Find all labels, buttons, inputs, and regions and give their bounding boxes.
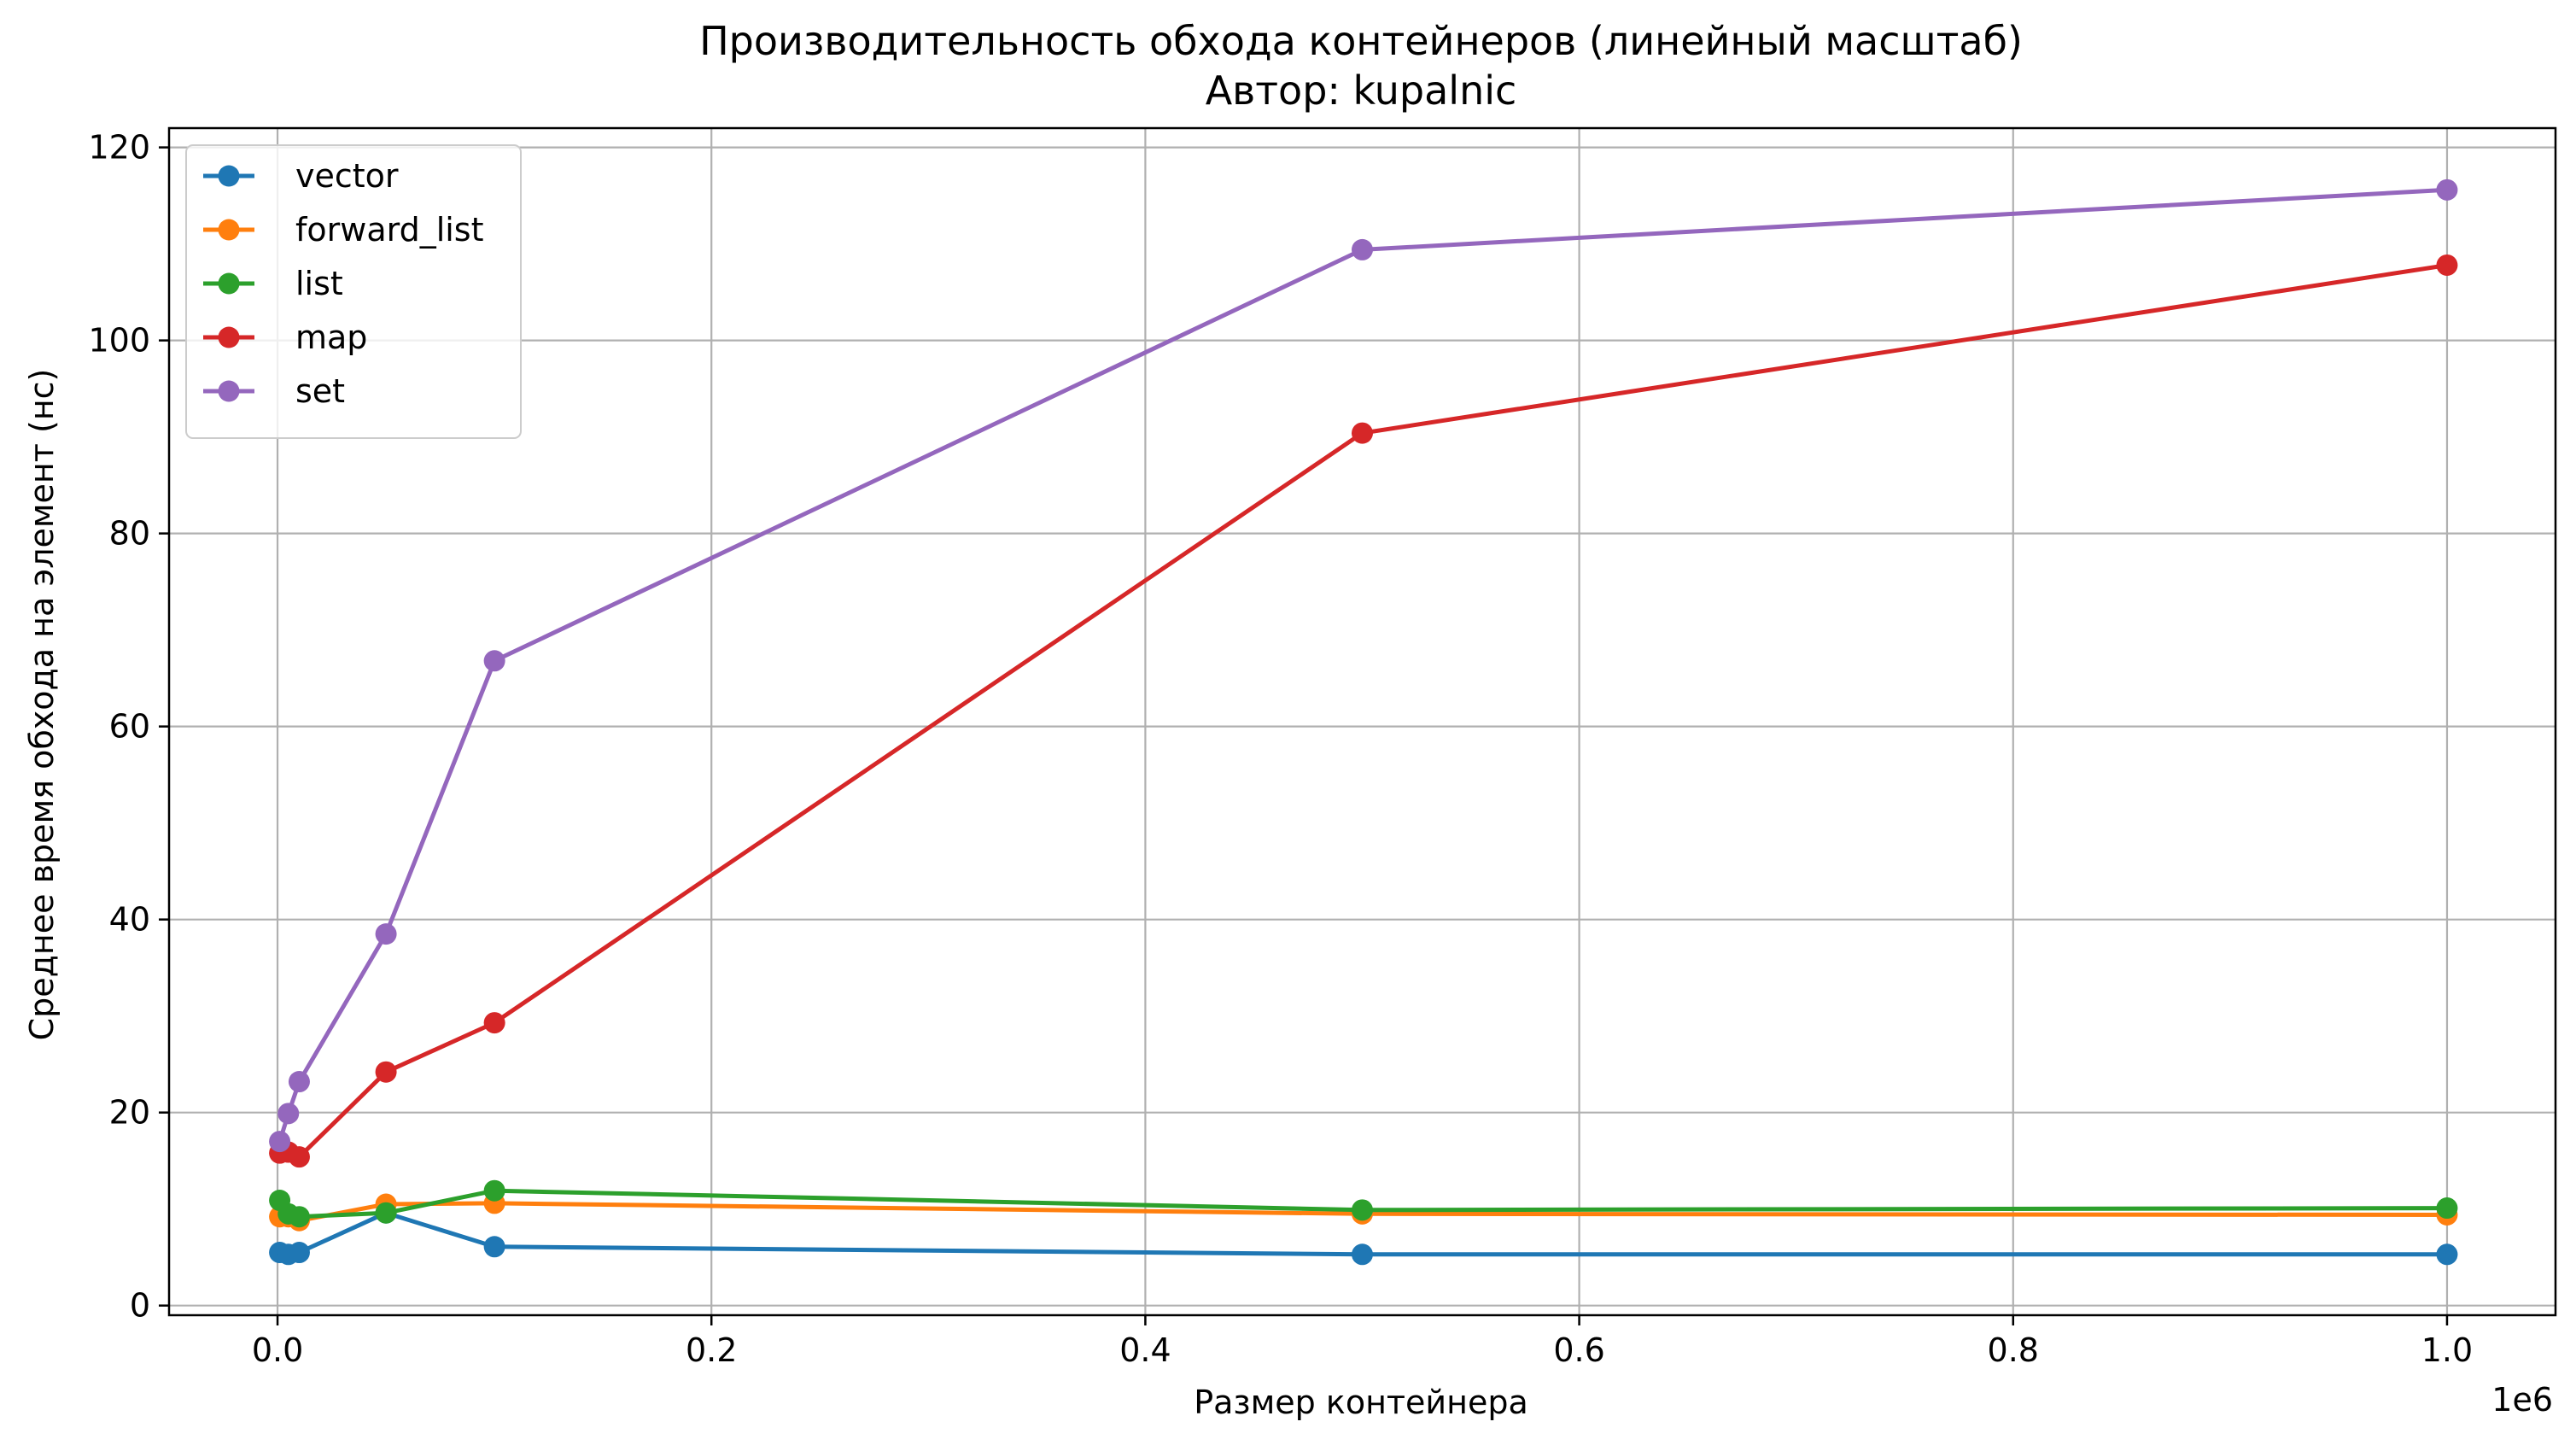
legend-item-vector: vector [203, 157, 399, 195]
data-point-list [375, 1202, 397, 1224]
legend-label: forward_list [295, 211, 484, 249]
legend-item-set: set [203, 372, 345, 410]
axes-frame [167, 126, 2557, 1317]
legend-marker [218, 165, 240, 187]
legend-label: map [295, 319, 367, 356]
data-point-set [2436, 178, 2458, 201]
data-point-list [483, 1179, 505, 1202]
grid [169, 128, 2556, 1315]
x-tick-label: 0.4 [1119, 1331, 1171, 1369]
legend-label: set [295, 372, 345, 410]
data-point-list [288, 1206, 310, 1228]
x-tick-label: 0.6 [1553, 1331, 1604, 1369]
data-point-map [375, 1061, 397, 1083]
data-point-set [483, 650, 505, 672]
data-point-set [1352, 238, 1373, 260]
series-list [269, 1179, 2458, 1228]
data-point-map [2436, 254, 2458, 276]
ticks: 0.0 0.2 0.4 0.6 0.8 1.0 0 20 40 60 80 100 120 [88, 129, 2473, 1369]
data-point-set [277, 1103, 300, 1125]
y-tick-label: 40 [109, 901, 150, 939]
data-point-vector [1352, 1243, 1373, 1266]
chart-subtitle: Автор: kupalnic [1206, 67, 1517, 114]
y-tick-label: 100 [88, 322, 150, 360]
plot-background [169, 128, 2556, 1315]
y-tick-label: 80 [109, 515, 150, 553]
legend-item-list: list [203, 265, 343, 302]
y-tick-label: 0 [130, 1287, 150, 1325]
series-set [269, 178, 2458, 1153]
legend-label: vector [295, 157, 399, 195]
data-point-set [288, 1071, 310, 1093]
data-point-list [2436, 1197, 2458, 1220]
legend-marker [218, 272, 240, 295]
x-tick-label: 0.8 [1988, 1331, 2039, 1369]
y-tick-label: 60 [109, 708, 150, 746]
plot-area: 0.0 0.2 0.4 0.6 0.8 1.0 0 20 40 60 80 100 120 [88, 126, 2557, 1369]
y-tick-label: 120 [88, 129, 150, 167]
x-tick-label: 1.0 [2421, 1331, 2473, 1369]
y-axis-label: Среднее время обхода на элемент (нс) [23, 369, 61, 1041]
legend-item-map: map [203, 319, 367, 356]
data-point-map [1352, 422, 1373, 444]
chart-title: Производительность обхода контейнеров (л… [699, 18, 2023, 64]
legend-label: list [295, 265, 343, 302]
legend-item-forward_list: forward_list [203, 211, 484, 249]
data-point-vector [288, 1242, 310, 1264]
data-point-set [269, 1131, 291, 1153]
data-point-vector [2436, 1243, 2458, 1266]
legend-frame [185, 144, 522, 439]
x-tick-label: 0.0 [252, 1331, 303, 1369]
x-axis-offset-label: 1e6 [2491, 1381, 2553, 1419]
data-point-map [483, 1012, 505, 1034]
y-tick-label: 20 [109, 1094, 150, 1132]
legend-marker [218, 380, 240, 402]
data-point-map [288, 1146, 310, 1168]
x-tick-label: 0.2 [686, 1331, 737, 1369]
legend-marker [218, 326, 240, 348]
data-point-set [375, 923, 397, 945]
x-axis-label: Размер контейнера [1194, 1384, 1528, 1421]
data-point-vector [483, 1236, 505, 1258]
legend-marker [218, 219, 240, 241]
data-point-list [1352, 1199, 1373, 1221]
